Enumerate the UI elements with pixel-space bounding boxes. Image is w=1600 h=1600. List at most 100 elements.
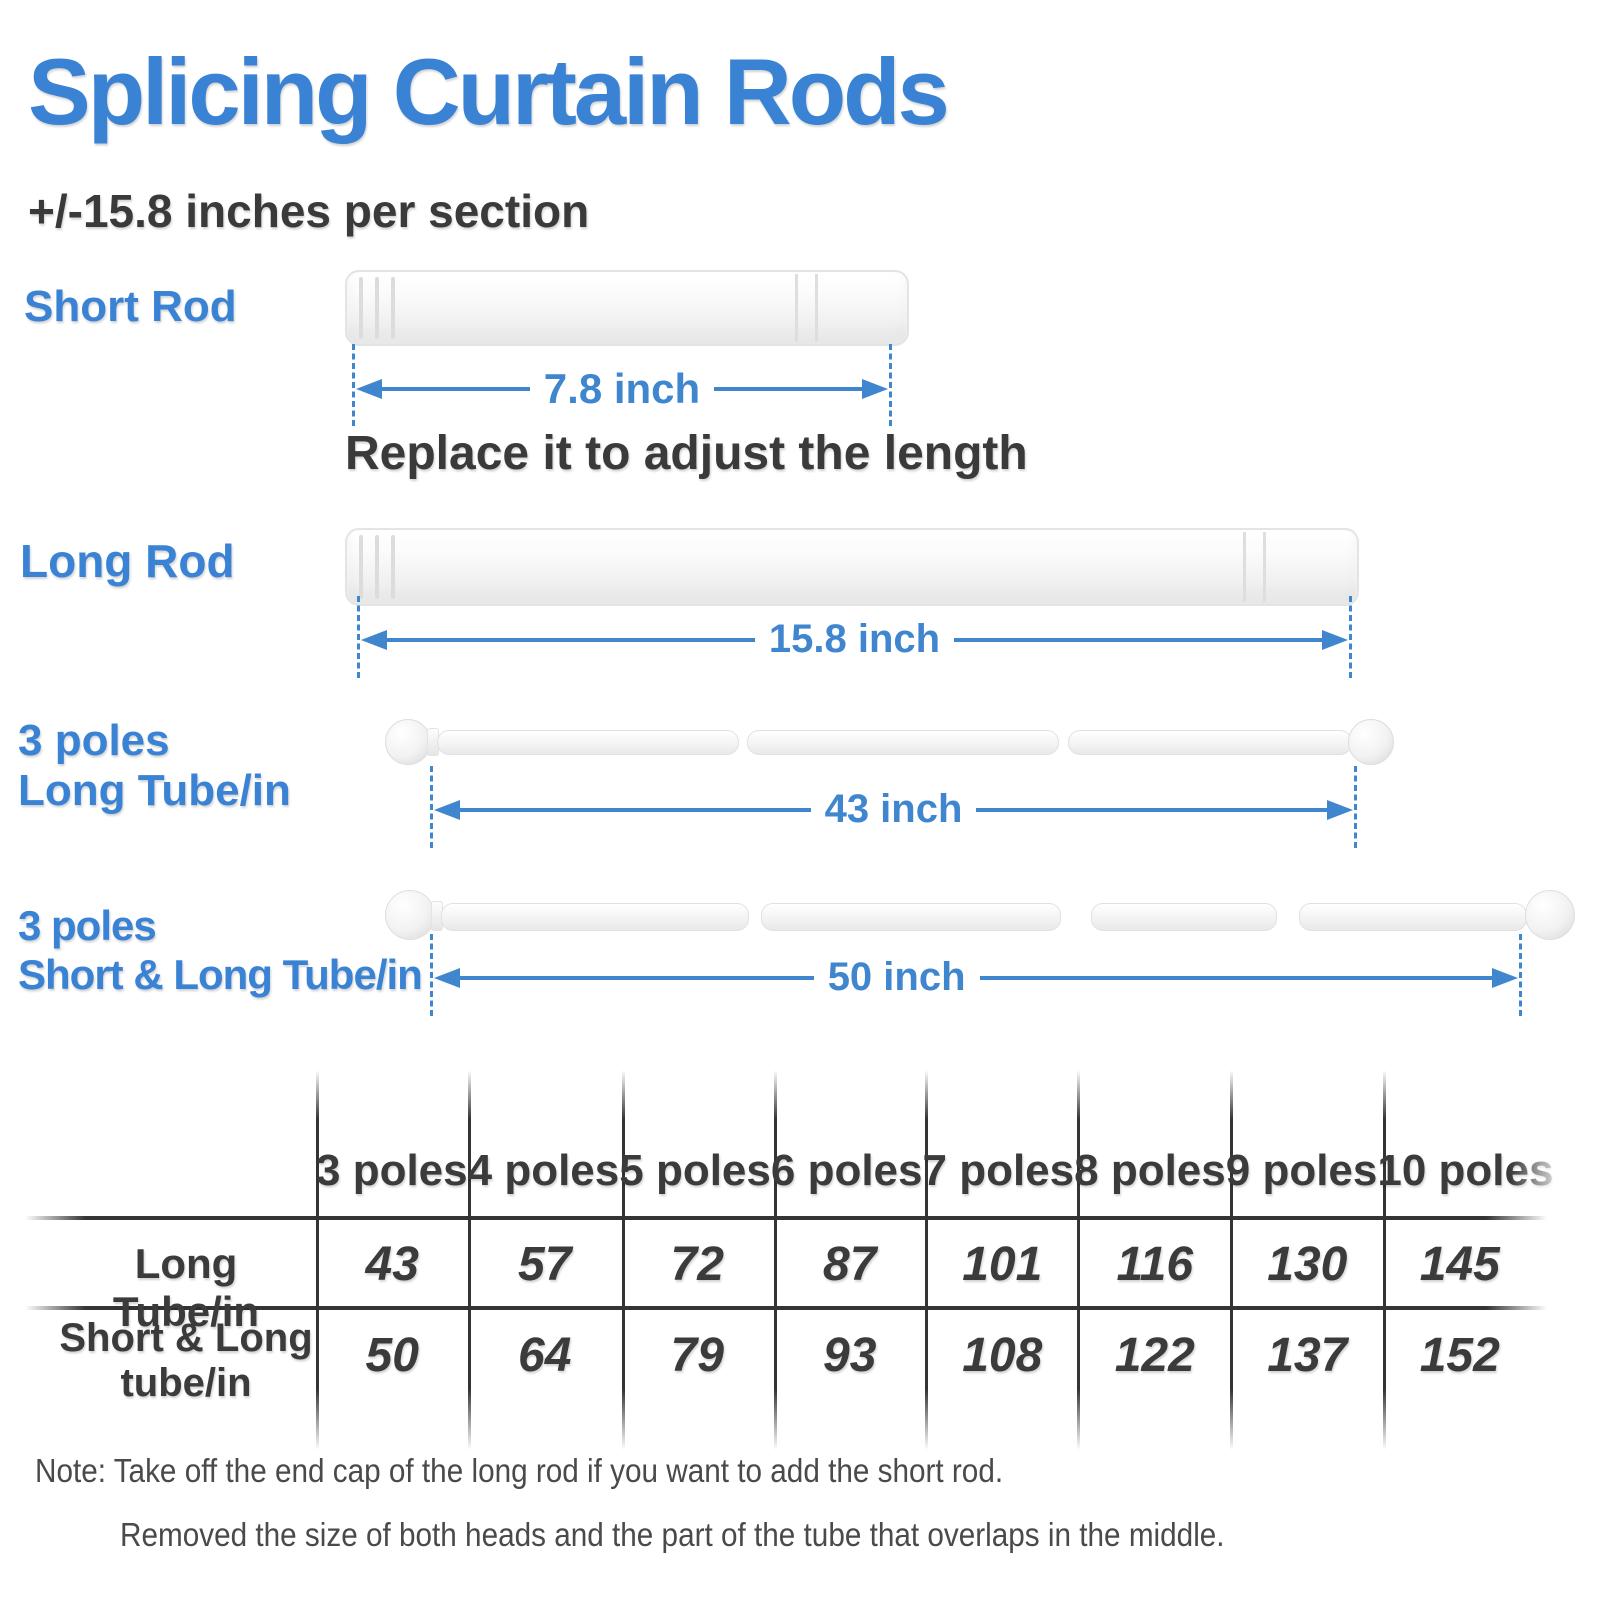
table-cell: 87 bbox=[823, 1237, 877, 1291]
table-hline bbox=[25, 1216, 1547, 1220]
rod-rib bbox=[359, 277, 363, 339]
poles-long-label-line2: Long Tube/in bbox=[18, 766, 291, 816]
tube-segment bbox=[437, 730, 739, 755]
table-value-row: 50 64 79 93 108 122 137 152 bbox=[316, 1316, 1536, 1394]
dim-dash-left bbox=[357, 596, 360, 678]
table-vline bbox=[774, 1070, 777, 1450]
rod-joint bbox=[795, 274, 798, 342]
table-cell: 50 bbox=[365, 1328, 419, 1382]
table-vline bbox=[622, 1070, 625, 1450]
arrow-right-icon bbox=[1327, 799, 1353, 820]
col-header: 8 poles bbox=[1074, 1146, 1226, 1195]
table-vline bbox=[316, 1070, 319, 1450]
arrow-left-icon bbox=[361, 629, 387, 650]
replace-caption: Replace it to adjust the length bbox=[345, 427, 1028, 480]
table-cell: 152 bbox=[1419, 1328, 1500, 1382]
dim-arrow: 15.8 inch bbox=[361, 617, 1349, 662]
dim-arrow: 7.8 inch bbox=[356, 365, 888, 413]
finial-ball-right bbox=[1348, 719, 1394, 765]
table-cell: 57 bbox=[518, 1237, 572, 1291]
table-cell: 116 bbox=[1116, 1237, 1194, 1291]
col-header: 4 poles bbox=[467, 1146, 620, 1195]
tube-segment bbox=[441, 903, 749, 931]
table-vline bbox=[468, 1070, 471, 1450]
table-cell: 137 bbox=[1267, 1328, 1348, 1382]
table-cell: 93 bbox=[823, 1328, 877, 1382]
short-rod-label: Short Rod bbox=[24, 282, 237, 331]
rod-rib bbox=[359, 535, 363, 599]
dim-arrow: 50 inch bbox=[434, 955, 1518, 1000]
finial-ball-left bbox=[385, 890, 435, 940]
col-header: 5 poles bbox=[619, 1146, 771, 1195]
arrow-right-icon bbox=[862, 379, 888, 399]
table-cell: 108 bbox=[962, 1328, 1043, 1382]
note-line-1: Note: Take off the end cap of the long r… bbox=[35, 1452, 1004, 1489]
table-cell: 64 bbox=[518, 1328, 572, 1382]
rod-joint bbox=[815, 274, 818, 342]
table-vline bbox=[925, 1070, 928, 1450]
table-cell: 130 bbox=[1267, 1237, 1348, 1291]
dimension-label: 43 inch bbox=[824, 787, 963, 831]
row-label-long-tube: Long Tube/in bbox=[112, 1240, 260, 1335]
row-label-short-long-tube: Short & Long tube/in bbox=[59, 1316, 313, 1405]
subtitle: +/-15.8 inches per section bbox=[28, 185, 590, 237]
poles-short-long-graphic bbox=[385, 884, 1575, 948]
table-cell: 145 bbox=[1419, 1237, 1500, 1291]
tube-segment bbox=[1091, 903, 1277, 931]
finial-ball-left bbox=[385, 719, 431, 765]
dim-dash-left bbox=[352, 344, 355, 426]
arrow-right-icon bbox=[1492, 967, 1518, 988]
tube-segment bbox=[747, 730, 1059, 755]
poles-short-long-label: 3 poles Short & Long Tube/in bbox=[18, 902, 423, 999]
long-rod-graphic bbox=[345, 528, 1359, 606]
table-value-row: 43 57 72 87 101 116 130 145 bbox=[316, 1228, 1536, 1300]
table-cell: 101 bbox=[962, 1237, 1043, 1291]
table-hline bbox=[25, 1306, 1547, 1310]
poles-long-label: 3 poles Long Tube/in bbox=[18, 716, 291, 816]
rod-rib bbox=[375, 535, 379, 599]
rod-rib bbox=[375, 277, 379, 339]
dim-dash-right bbox=[1354, 766, 1357, 848]
col-header: 6 poles bbox=[770, 1146, 923, 1195]
arrow-right-icon bbox=[1322, 629, 1349, 650]
table-cell: 72 bbox=[670, 1237, 724, 1291]
col-header: 10 poles bbox=[1377, 1146, 1554, 1195]
dim-dash-left bbox=[430, 934, 433, 1016]
col-header: 9 poles bbox=[1225, 1146, 1378, 1195]
table-vline bbox=[1383, 1070, 1386, 1450]
arrow-left-icon bbox=[434, 799, 460, 820]
finial-ball-right bbox=[1525, 890, 1575, 940]
table-cell: 43 bbox=[365, 1237, 419, 1291]
poles-short-long-label-line1: 3 poles bbox=[18, 902, 157, 949]
dim-dash-left bbox=[430, 766, 433, 848]
table-vline bbox=[1230, 1070, 1233, 1450]
rod-joint bbox=[1243, 532, 1246, 602]
note-line-2: Removed the size of both heads and the p… bbox=[120, 1516, 1225, 1553]
arrow-left-icon bbox=[434, 967, 460, 988]
tube-segment bbox=[1068, 730, 1352, 755]
poles-long-label-line1: 3 poles bbox=[18, 716, 170, 765]
dimension-label: 15.8 inch bbox=[768, 617, 941, 661]
col-header: 3 poles bbox=[316, 1146, 468, 1195]
rod-rib bbox=[391, 277, 395, 339]
rod-joint bbox=[1263, 532, 1266, 602]
table-cell: 79 bbox=[670, 1328, 724, 1382]
dim-dash-right bbox=[1519, 934, 1522, 1016]
col-header: 7 poles bbox=[922, 1146, 1075, 1195]
dim-dash-right bbox=[889, 344, 892, 426]
poles-short-long-label-line2: Short & Long Tube/in bbox=[18, 950, 423, 998]
table-cell: 122 bbox=[1114, 1328, 1195, 1382]
poles-long-graphic bbox=[385, 712, 1394, 772]
short-rod-graphic bbox=[345, 270, 909, 346]
long-rod-label: Long Rod bbox=[20, 535, 235, 587]
table-vline bbox=[1077, 1070, 1080, 1450]
dimension-label: 50 inch bbox=[827, 955, 966, 999]
dim-arrow: 43 inch bbox=[434, 787, 1353, 832]
dimension-label: 7.8 inch bbox=[543, 365, 701, 412]
arrow-left-icon bbox=[356, 379, 382, 399]
tube-segment bbox=[1299, 903, 1527, 931]
page-title: Splicing Curtain Rods bbox=[28, 39, 950, 144]
tube-segment bbox=[761, 903, 1061, 931]
table-header-row: 3 poles 4 poles 5 poles 6 poles 7 poles … bbox=[316, 1126, 1553, 1200]
